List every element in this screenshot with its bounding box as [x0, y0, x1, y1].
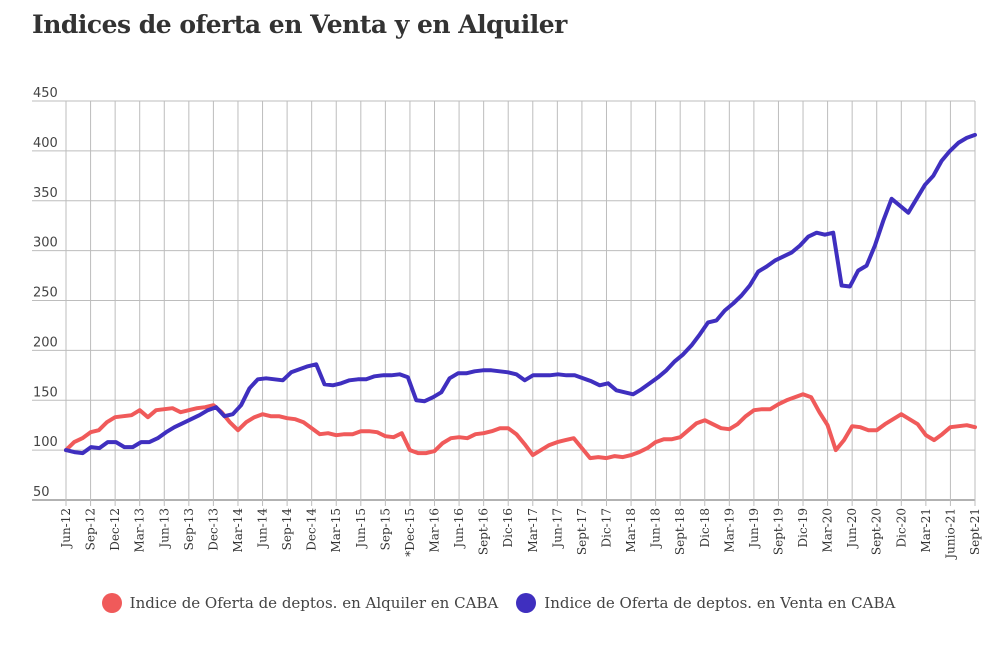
x-tick-label: Jun-20 — [845, 508, 859, 550]
x-tick-label: Jun-19 — [747, 508, 761, 550]
y-tick-label: 200 — [33, 335, 58, 350]
x-tick-label: Dic-20 — [894, 508, 908, 548]
x-tick-label: Dic-18 — [698, 508, 712, 548]
x-tick-label: Jun-12 — [59, 508, 73, 550]
x-tick-label: Mar-20 — [821, 508, 835, 553]
x-tick-label: Mar-16 — [428, 508, 442, 553]
series-lines — [64, 132, 977, 461]
x-tick-label: Mar-18 — [624, 508, 638, 553]
x-tick-label: *Dec-15 — [403, 508, 417, 557]
legend-marker-alquiler — [101, 593, 122, 613]
x-tick-label: Sep-12 — [84, 508, 98, 550]
y-tick-label: 250 — [33, 286, 58, 301]
x-tick-label: Dec-14 — [305, 508, 319, 551]
x-tick-label: Dec-12 — [108, 508, 122, 551]
x-axis: Jun-12 Sep-12 Dec-12 Mar-13 Jun-13 Sep-13 Dec-… — [59, 508, 982, 561]
y-tick-label: 300 — [33, 236, 58, 251]
x-tick-label: Dic-17 — [599, 508, 613, 548]
x-tick-label: Mar-17 — [526, 508, 540, 553]
y-tick-label: 450 — [33, 86, 58, 101]
x-tick-label: Sept-21 — [968, 508, 982, 555]
y-tick-label: 350 — [33, 186, 58, 201]
x-tick-label: Sept-17 — [575, 508, 589, 555]
x-tick-label: Mar-19 — [722, 508, 736, 553]
legend-item-alquiler[interactable]: Indice de Oferta de deptos. en Alquiler … — [101, 593, 499, 613]
x-tick-label: Jun-17 — [550, 508, 564, 550]
legend-item-venta[interactable]: Indice de Oferta de deptos. en Venta en … — [516, 593, 895, 613]
x-tick-label: Jun-18 — [649, 508, 663, 550]
x-tick-label: Jun-15 — [354, 508, 368, 550]
x-tick-label: Sept-18 — [673, 508, 687, 555]
y-tick-label: 400 — [33, 136, 58, 151]
y-tick-label: 50 — [33, 485, 50, 500]
x-tick-label: Mar-15 — [329, 508, 343, 553]
x-tick-label: Mar-13 — [133, 508, 147, 553]
x-tick-label: Sept-19 — [771, 508, 785, 555]
x-tick-label: Jun-14 — [256, 508, 270, 550]
legend: Indice de Oferta de deptos. en Alquiler … — [0, 593, 997, 613]
legend-label-venta: Indice de Oferta de deptos. en Venta en … — [544, 594, 896, 612]
x-tick-label: Mar-21 — [919, 508, 933, 553]
chart-title: Indices de oferta en Venta y en Alquiler — [32, 10, 567, 39]
x-tick-label: Dic-19 — [796, 508, 810, 548]
y-axis: 450 400 350 300 250 200 150 100 50 — [33, 86, 58, 500]
x-tick-label: Sep-14 — [280, 508, 294, 551]
x-tick-label: Sept-16 — [477, 508, 491, 555]
series-line-venta — [64, 132, 977, 456]
series-line-alquiler — [64, 392, 977, 461]
x-tick-label: Sep-13 — [182, 508, 196, 550]
line-chart: 450 400 350 300 250 200 150 100 50 Jun-12 Sep-12 D… — [32, 86, 982, 561]
x-tick-label: Dec-13 — [206, 508, 220, 551]
legend-marker-venta — [516, 593, 537, 613]
legend-label-alquiler: Indice de Oferta de deptos. en Alquiler … — [129, 594, 499, 612]
x-tick-label: Dic-16 — [501, 508, 515, 548]
y-tick-label: 100 — [33, 435, 58, 450]
x-tick-label: Jun-16 — [452, 508, 466, 550]
x-tick-label: Sept-20 — [870, 508, 884, 555]
x-tick-label: Jun-13 — [157, 508, 171, 550]
y-tick-label: 150 — [33, 385, 58, 400]
x-tick-label: Sep-15 — [378, 508, 392, 550]
x-tick-label: Junio-21 — [943, 508, 957, 561]
x-tick-label: Mar-14 — [231, 508, 245, 553]
